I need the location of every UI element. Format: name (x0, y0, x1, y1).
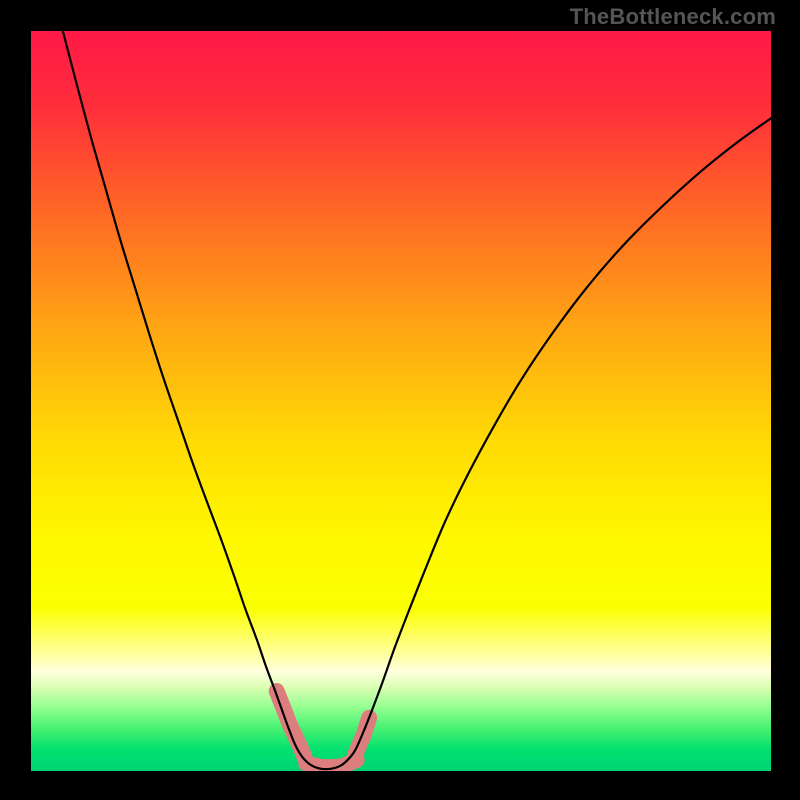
watermark-label: TheBottleneck.com (570, 4, 776, 30)
plot-svg (31, 31, 771, 771)
canvas: TheBottleneck.com (0, 0, 800, 800)
gradient-background (31, 31, 771, 771)
plot-area (31, 31, 771, 771)
